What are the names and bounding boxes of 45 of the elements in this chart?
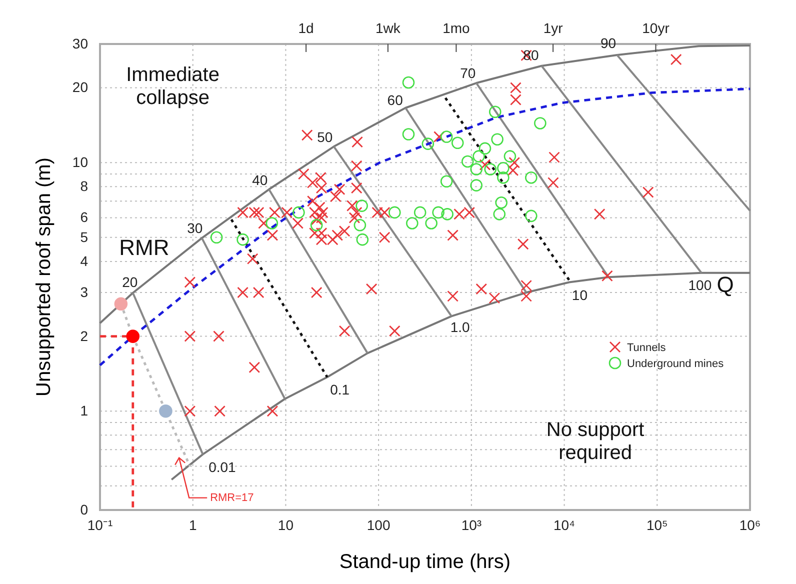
- x-tick-label: 1: [188, 516, 197, 533]
- x-tick-label: 10⁶: [739, 516, 761, 533]
- text: 1wk: [375, 20, 402, 36]
- y-tick-label: 30: [72, 35, 88, 52]
- y-axis-title: Unsupported roof span (m): [33, 157, 55, 397]
- annotation: 10: [572, 287, 588, 304]
- y-tick-label: 5: [80, 228, 88, 245]
- x-tick-label: 10: [278, 516, 294, 533]
- annotation: 90: [600, 34, 616, 51]
- y-tick-label: 4: [80, 252, 88, 269]
- x-axis-title: Stand-up time (hrs): [339, 551, 511, 573]
- text: 1d: [298, 20, 314, 36]
- annotation: Immediate collapse: [126, 64, 220, 110]
- legend-label: Tunnels: [627, 342, 666, 354]
- x-tick-label: 10⁴: [553, 516, 576, 533]
- annotation: RMR=17: [210, 492, 254, 504]
- y-tick-label: 10: [72, 154, 88, 170]
- annotation: 60: [387, 92, 404, 108]
- x-tick-label: 10³: [461, 516, 482, 533]
- annotation: No support required: [546, 419, 645, 464]
- annotation: 1.0: [450, 318, 470, 335]
- y-tick-label: 0: [80, 501, 88, 518]
- y-tick-label: 1: [80, 402, 88, 419]
- y-tick-label: 2: [80, 328, 88, 344]
- annotation: 0.01: [208, 459, 236, 476]
- y-tick-label: 3: [80, 284, 88, 300]
- x-tick-label: 100: [366, 516, 390, 533]
- annotation: 40: [252, 172, 268, 188]
- y-tick-label: 20: [72, 79, 88, 96]
- text: 1mo: [442, 20, 470, 36]
- annotation: 30: [187, 220, 203, 236]
- x-tick-label: 10⁻¹: [87, 516, 113, 533]
- text: 10yr: [642, 20, 670, 36]
- annotation: 100: [688, 276, 712, 293]
- y-tick-label: 8: [80, 178, 88, 194]
- annotation: Q: [716, 272, 734, 297]
- annotation: 70: [460, 64, 476, 81]
- y-tick-label: 6: [80, 209, 88, 226]
- legend-label: Underground mines: [627, 358, 724, 370]
- x-tick-label: 10⁵: [646, 516, 668, 533]
- text: 1yr: [543, 20, 564, 36]
- annotation: 0.1: [330, 382, 350, 398]
- annotation: 50: [317, 129, 333, 146]
- annotation: 20: [122, 274, 138, 290]
- annotation: RMR: [119, 235, 170, 260]
